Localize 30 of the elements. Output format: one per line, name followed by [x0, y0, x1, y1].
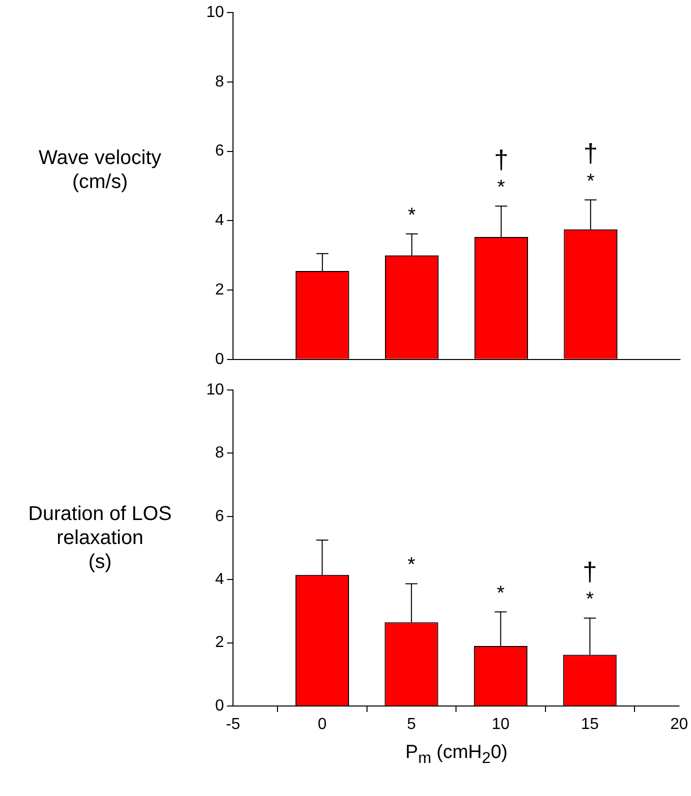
x-tick-label: 10	[492, 716, 510, 734]
y-axis-title: Wave velocity (cm/s)	[38, 146, 162, 194]
annotation: *	[586, 588, 594, 611]
y-tick-label: 2	[215, 281, 224, 298]
x-tick-label: 5	[406, 716, 416, 734]
y-tick-label: 0	[215, 350, 224, 368]
y-tick-label: 10	[206, 381, 224, 398]
x-tick-label: 0	[318, 716, 327, 734]
y-axis-title: Duration of LOS relaxation (s)	[27, 502, 173, 574]
annotation: *	[497, 176, 506, 199]
y-tick-label: 4	[215, 571, 224, 588]
x-axis-title: P$_{m}$ (cmH$_{2}$0)	[404, 742, 509, 768]
y-tick-label: 0	[215, 697, 224, 714]
y-tick-label: 4	[215, 212, 224, 230]
y-tick-label: 6	[215, 508, 224, 525]
x-tick-label: -5	[226, 716, 240, 734]
y-tick-label: 10	[206, 4, 224, 22]
annotation: *	[408, 554, 416, 576]
annotation: *	[586, 170, 595, 192]
x-tick-label: 20	[670, 716, 688, 734]
annotation: †	[583, 138, 598, 168]
y-tick-label: 6	[215, 142, 224, 160]
annotation: *	[496, 582, 505, 604]
x-tick-label: 15	[580, 716, 599, 734]
annotation: *	[408, 204, 416, 226]
y-tick-label: 8	[215, 73, 224, 90]
y-tick-label: 8	[215, 444, 224, 462]
y-tick-label: 2	[215, 634, 224, 652]
annotation: †	[494, 144, 508, 174]
annotation: †	[582, 556, 598, 586]
